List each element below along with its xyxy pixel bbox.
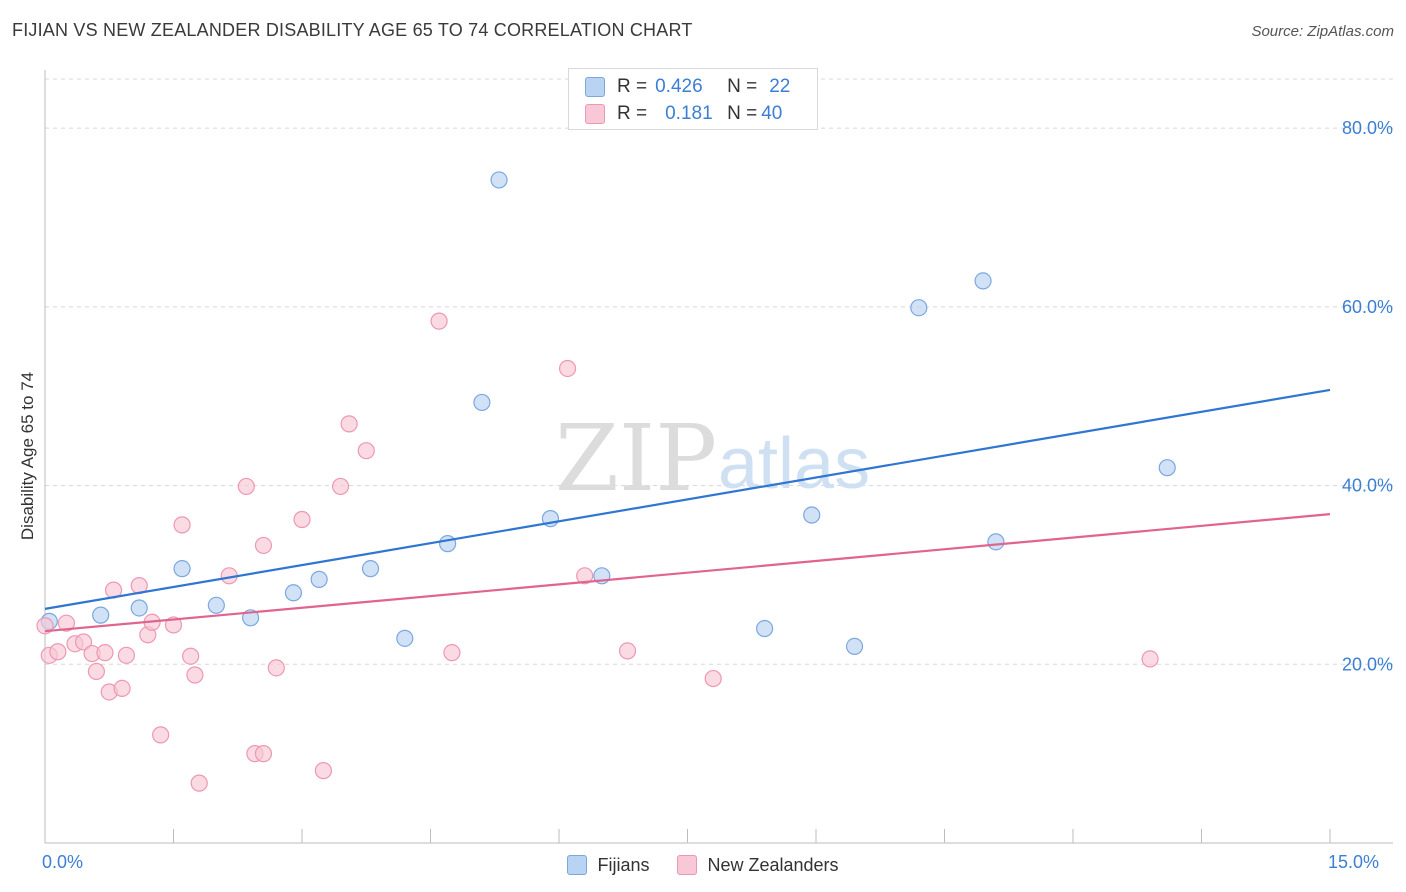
series-legend: Fijians New Zealanders xyxy=(0,852,1406,878)
trend-lines xyxy=(44,388,1331,633)
watermark-zip: ZIP xyxy=(555,405,717,512)
new-zealander-point xyxy=(182,647,200,665)
n-label: N = xyxy=(727,103,758,124)
source-label: Source: ZipAtlas.com xyxy=(1251,23,1394,40)
new-zealander-point xyxy=(293,510,311,529)
new-zealander-point xyxy=(1141,650,1159,668)
fijian-point xyxy=(130,599,148,617)
fijian-point xyxy=(755,619,774,638)
new-zealander-point xyxy=(340,415,358,433)
new-zealander-point xyxy=(186,666,204,684)
new-zealander-point xyxy=(618,642,637,660)
legend-label-fijians: Fijians xyxy=(597,854,650,875)
n-label: N = xyxy=(727,76,758,97)
grid-lines xyxy=(45,78,1393,665)
n-value: 40 xyxy=(761,103,783,124)
new-zealanders-swatch xyxy=(585,104,605,124)
new-zealander-point xyxy=(237,477,255,496)
new-zealander-point xyxy=(576,567,594,585)
y-tick-label: 20.0% xyxy=(1342,654,1393,674)
y-tick-labels: 20.0% 40.0% 60.0% 80.0% xyxy=(1342,118,1393,674)
legend-row-fijians: R = 0.426 N = 22 xyxy=(585,75,790,99)
data-points xyxy=(36,171,1176,792)
fijian-point xyxy=(284,584,303,602)
new-zealander-point xyxy=(254,745,273,763)
y-tick-label: 60.0% xyxy=(1342,297,1393,317)
fijian-point xyxy=(910,299,928,317)
axes xyxy=(44,70,1393,844)
y-tick-label: 40.0% xyxy=(1342,476,1393,496)
fijian-point xyxy=(987,533,1005,551)
new-zealander-point xyxy=(558,359,577,378)
legend-row-new-zealanders: R = 0.181 N = 40 xyxy=(585,102,782,126)
n-value: 22 xyxy=(769,76,791,97)
fijian-point xyxy=(974,272,992,290)
correlation-legend: R = 0.426 N = 22 R = 0.181 N = 40 xyxy=(568,68,818,130)
new-zealander-point xyxy=(190,774,208,792)
new-zealander-point xyxy=(443,644,461,662)
fijian-point xyxy=(490,171,508,189)
fijian-point xyxy=(310,570,328,588)
fijian-point xyxy=(396,629,414,647)
fijians-trend-line xyxy=(44,388,1331,610)
fijian-point xyxy=(473,393,491,412)
new-zealander-point xyxy=(254,536,273,555)
legend-item-new-zealanders[interactable]: New Zealanders xyxy=(677,854,839,876)
chart-title: FIJIAN VS NEW ZEALANDER DISABILITY AGE 6… xyxy=(12,20,693,40)
x-tick-label-max: 15.0% xyxy=(1328,852,1380,872)
new-zealander-point xyxy=(49,643,67,661)
new-zealanders-swatch xyxy=(677,855,698,875)
r-label: R = xyxy=(617,76,648,97)
new-zealander-point xyxy=(57,614,76,632)
new-zealander-point xyxy=(113,679,131,698)
fijian-point xyxy=(845,637,864,655)
new-zealander-point xyxy=(117,646,135,664)
x-tick-label-min: 0.0% xyxy=(42,852,84,872)
fijian-point xyxy=(207,596,225,614)
new-zealander-point xyxy=(704,669,722,688)
fijians-swatch xyxy=(585,77,605,97)
fijian-point xyxy=(92,606,110,624)
fijian-point xyxy=(361,560,380,578)
fijians-swatch xyxy=(567,855,588,875)
r-label: R = xyxy=(617,103,648,124)
new-zealander-point xyxy=(74,633,93,651)
new-zealander-point xyxy=(173,516,191,534)
legend-label-new-zealanders: New Zealanders xyxy=(707,854,839,875)
fijian-point xyxy=(173,560,191,578)
new-zealander-point xyxy=(314,762,333,780)
legend-item-fijians[interactable]: Fijians xyxy=(567,855,649,876)
fijian-point xyxy=(803,506,821,524)
new-zealander-point xyxy=(152,726,170,744)
new-zealanders-trend-line xyxy=(44,513,1331,633)
r-value: 0.426 xyxy=(655,76,703,97)
new-zealander-point xyxy=(357,442,375,460)
new-zealander-point xyxy=(96,644,114,662)
watermark-atlas: atlas xyxy=(718,424,870,504)
fijian-point xyxy=(439,535,457,553)
new-zealander-point xyxy=(267,659,285,677)
new-zealander-point xyxy=(331,477,350,496)
new-zealander-point xyxy=(430,312,448,330)
fijian-point xyxy=(1158,459,1176,477)
r-value: 0.181 xyxy=(665,103,713,124)
y-tick-label: 80.0% xyxy=(1342,118,1393,138)
new-zealander-point xyxy=(87,662,106,681)
